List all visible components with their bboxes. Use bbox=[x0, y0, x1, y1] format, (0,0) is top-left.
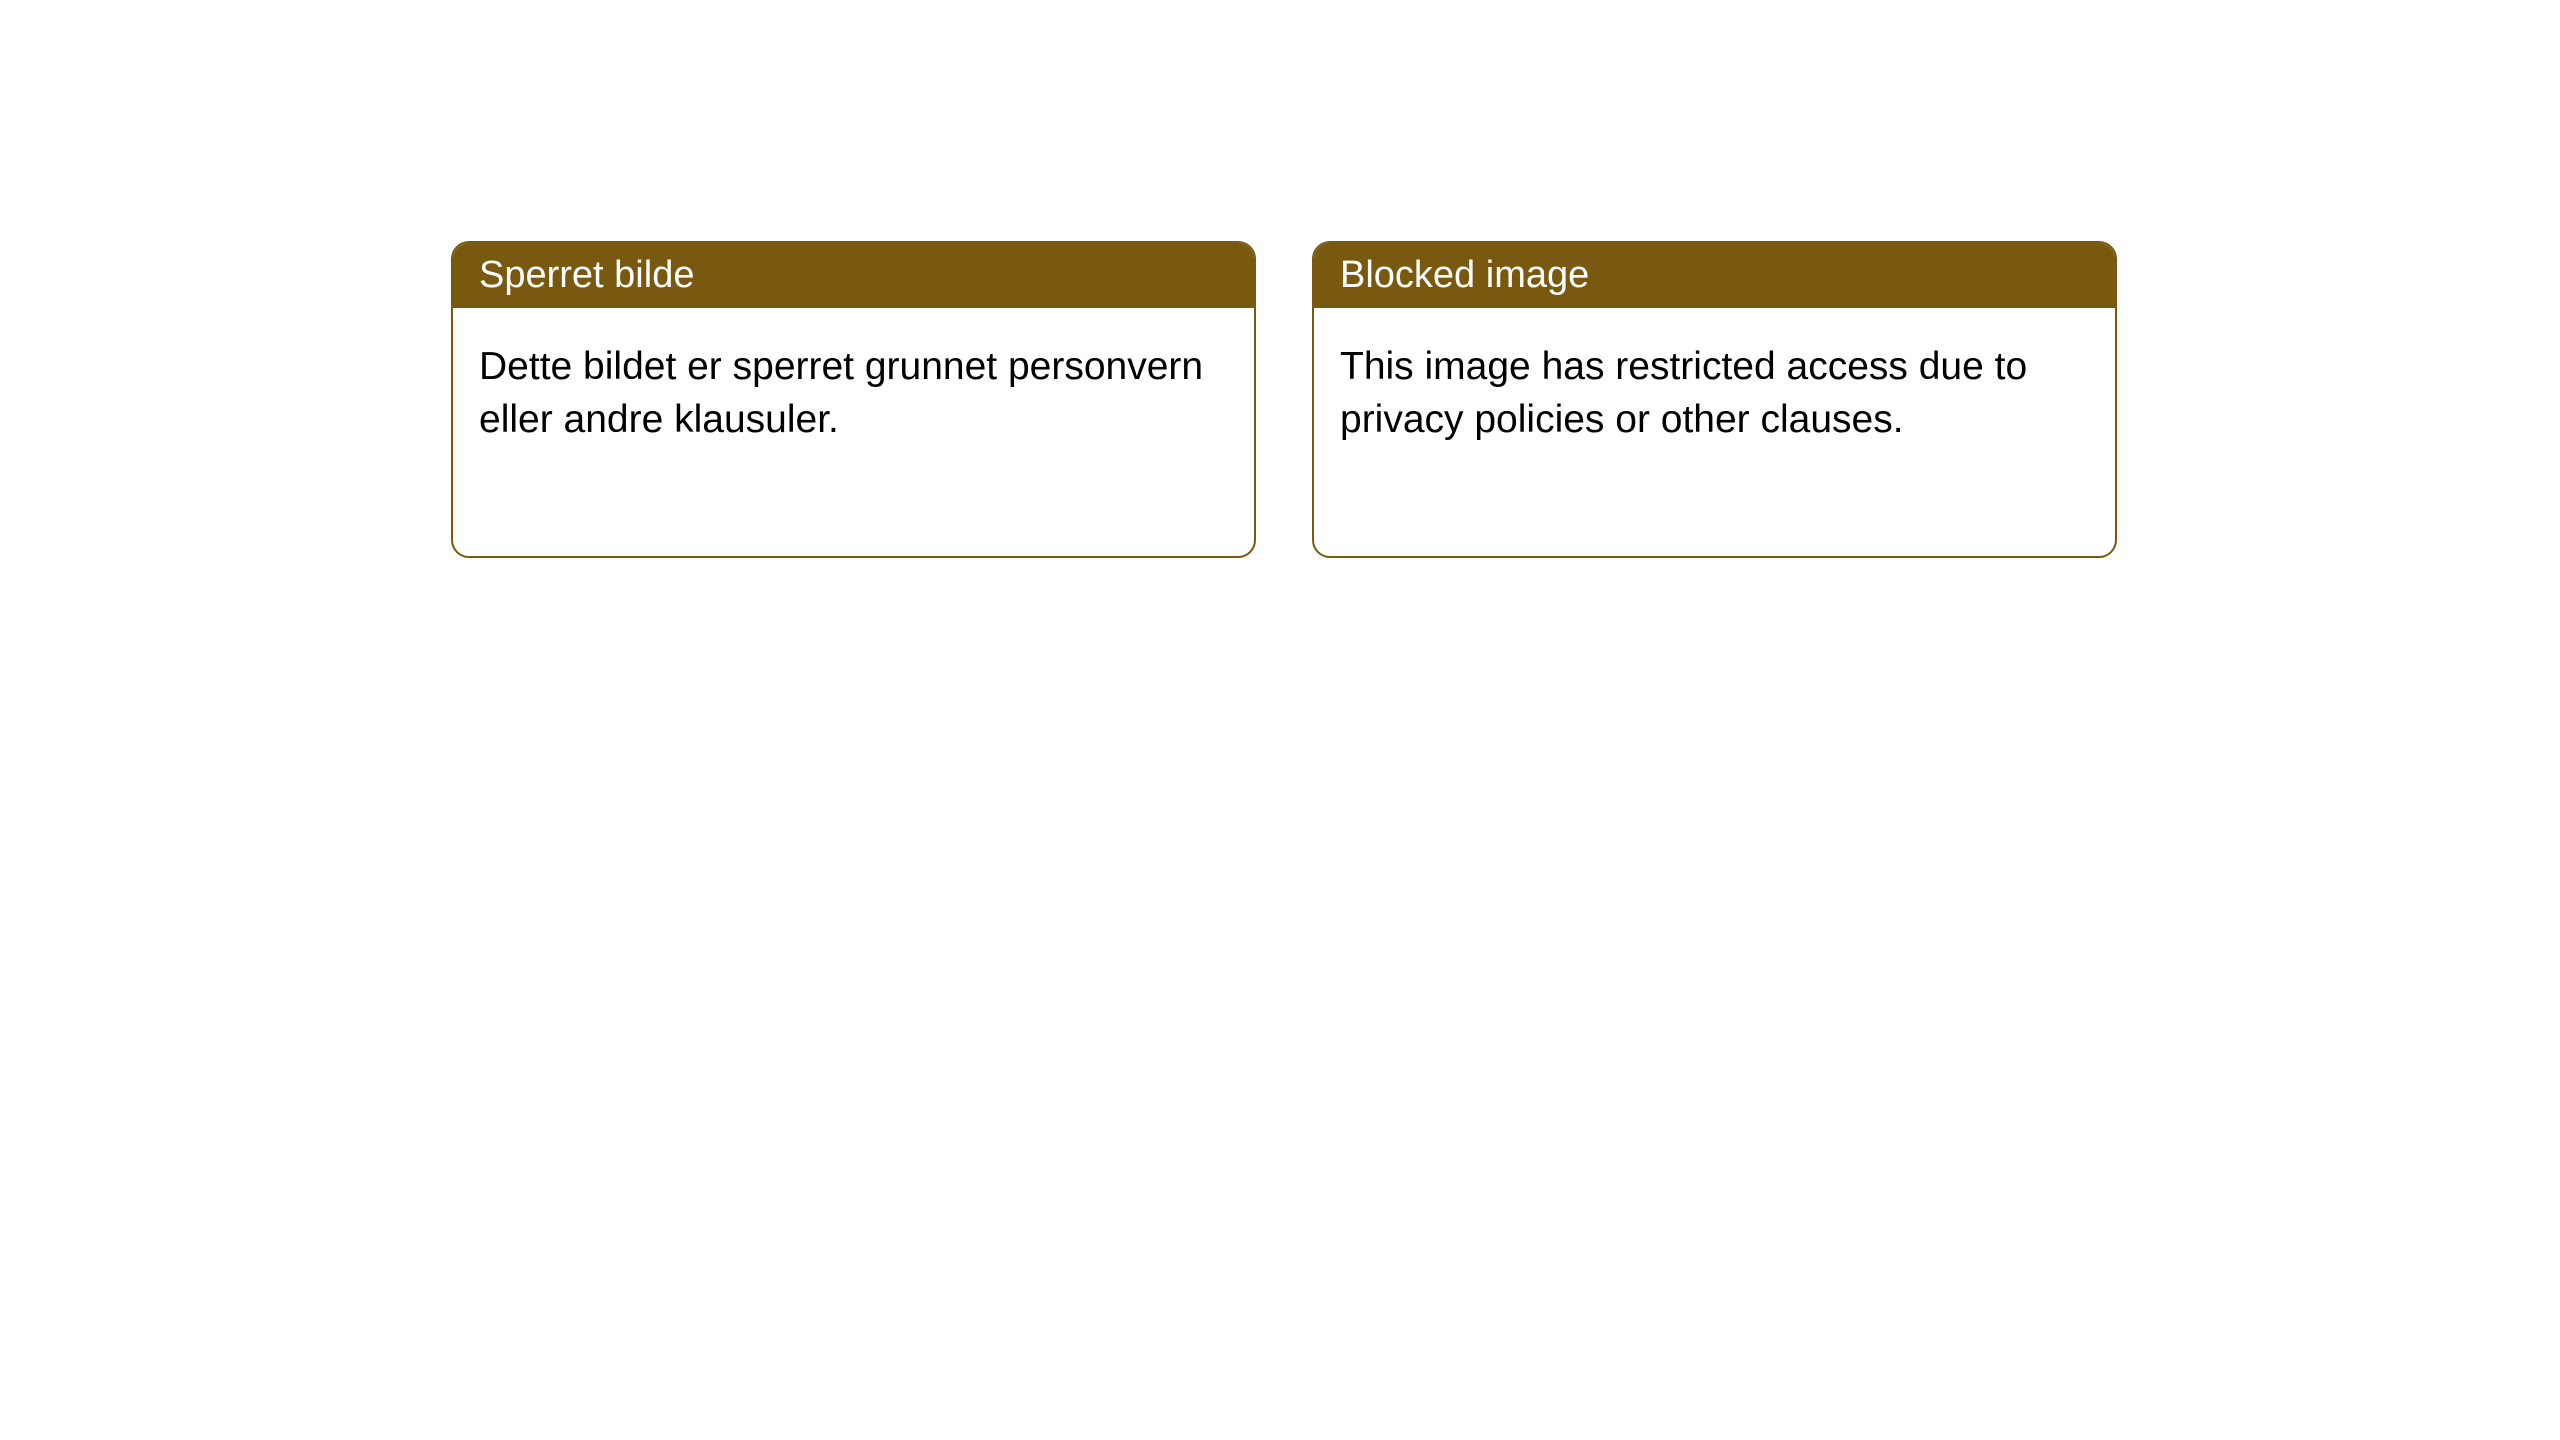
notice-card-no: Sperret bilde Dette bildet er sperret gr… bbox=[451, 241, 1256, 558]
card-body-text-no: Dette bildet er sperret grunnet personve… bbox=[479, 345, 1203, 441]
card-header-no: Sperret bilde bbox=[453, 243, 1254, 308]
card-header-en: Blocked image bbox=[1314, 243, 2115, 308]
card-title-no: Sperret bilde bbox=[479, 254, 694, 296]
card-body-text-en: This image has restricted access due to … bbox=[1340, 345, 2027, 441]
card-body-en: This image has restricted access due to … bbox=[1314, 308, 2115, 556]
card-body-no: Dette bildet er sperret grunnet personve… bbox=[453, 308, 1254, 556]
card-title-en: Blocked image bbox=[1340, 254, 1589, 296]
notice-card-en: Blocked image This image has restricted … bbox=[1312, 241, 2117, 558]
notice-container: Sperret bilde Dette bildet er sperret gr… bbox=[0, 0, 2560, 558]
